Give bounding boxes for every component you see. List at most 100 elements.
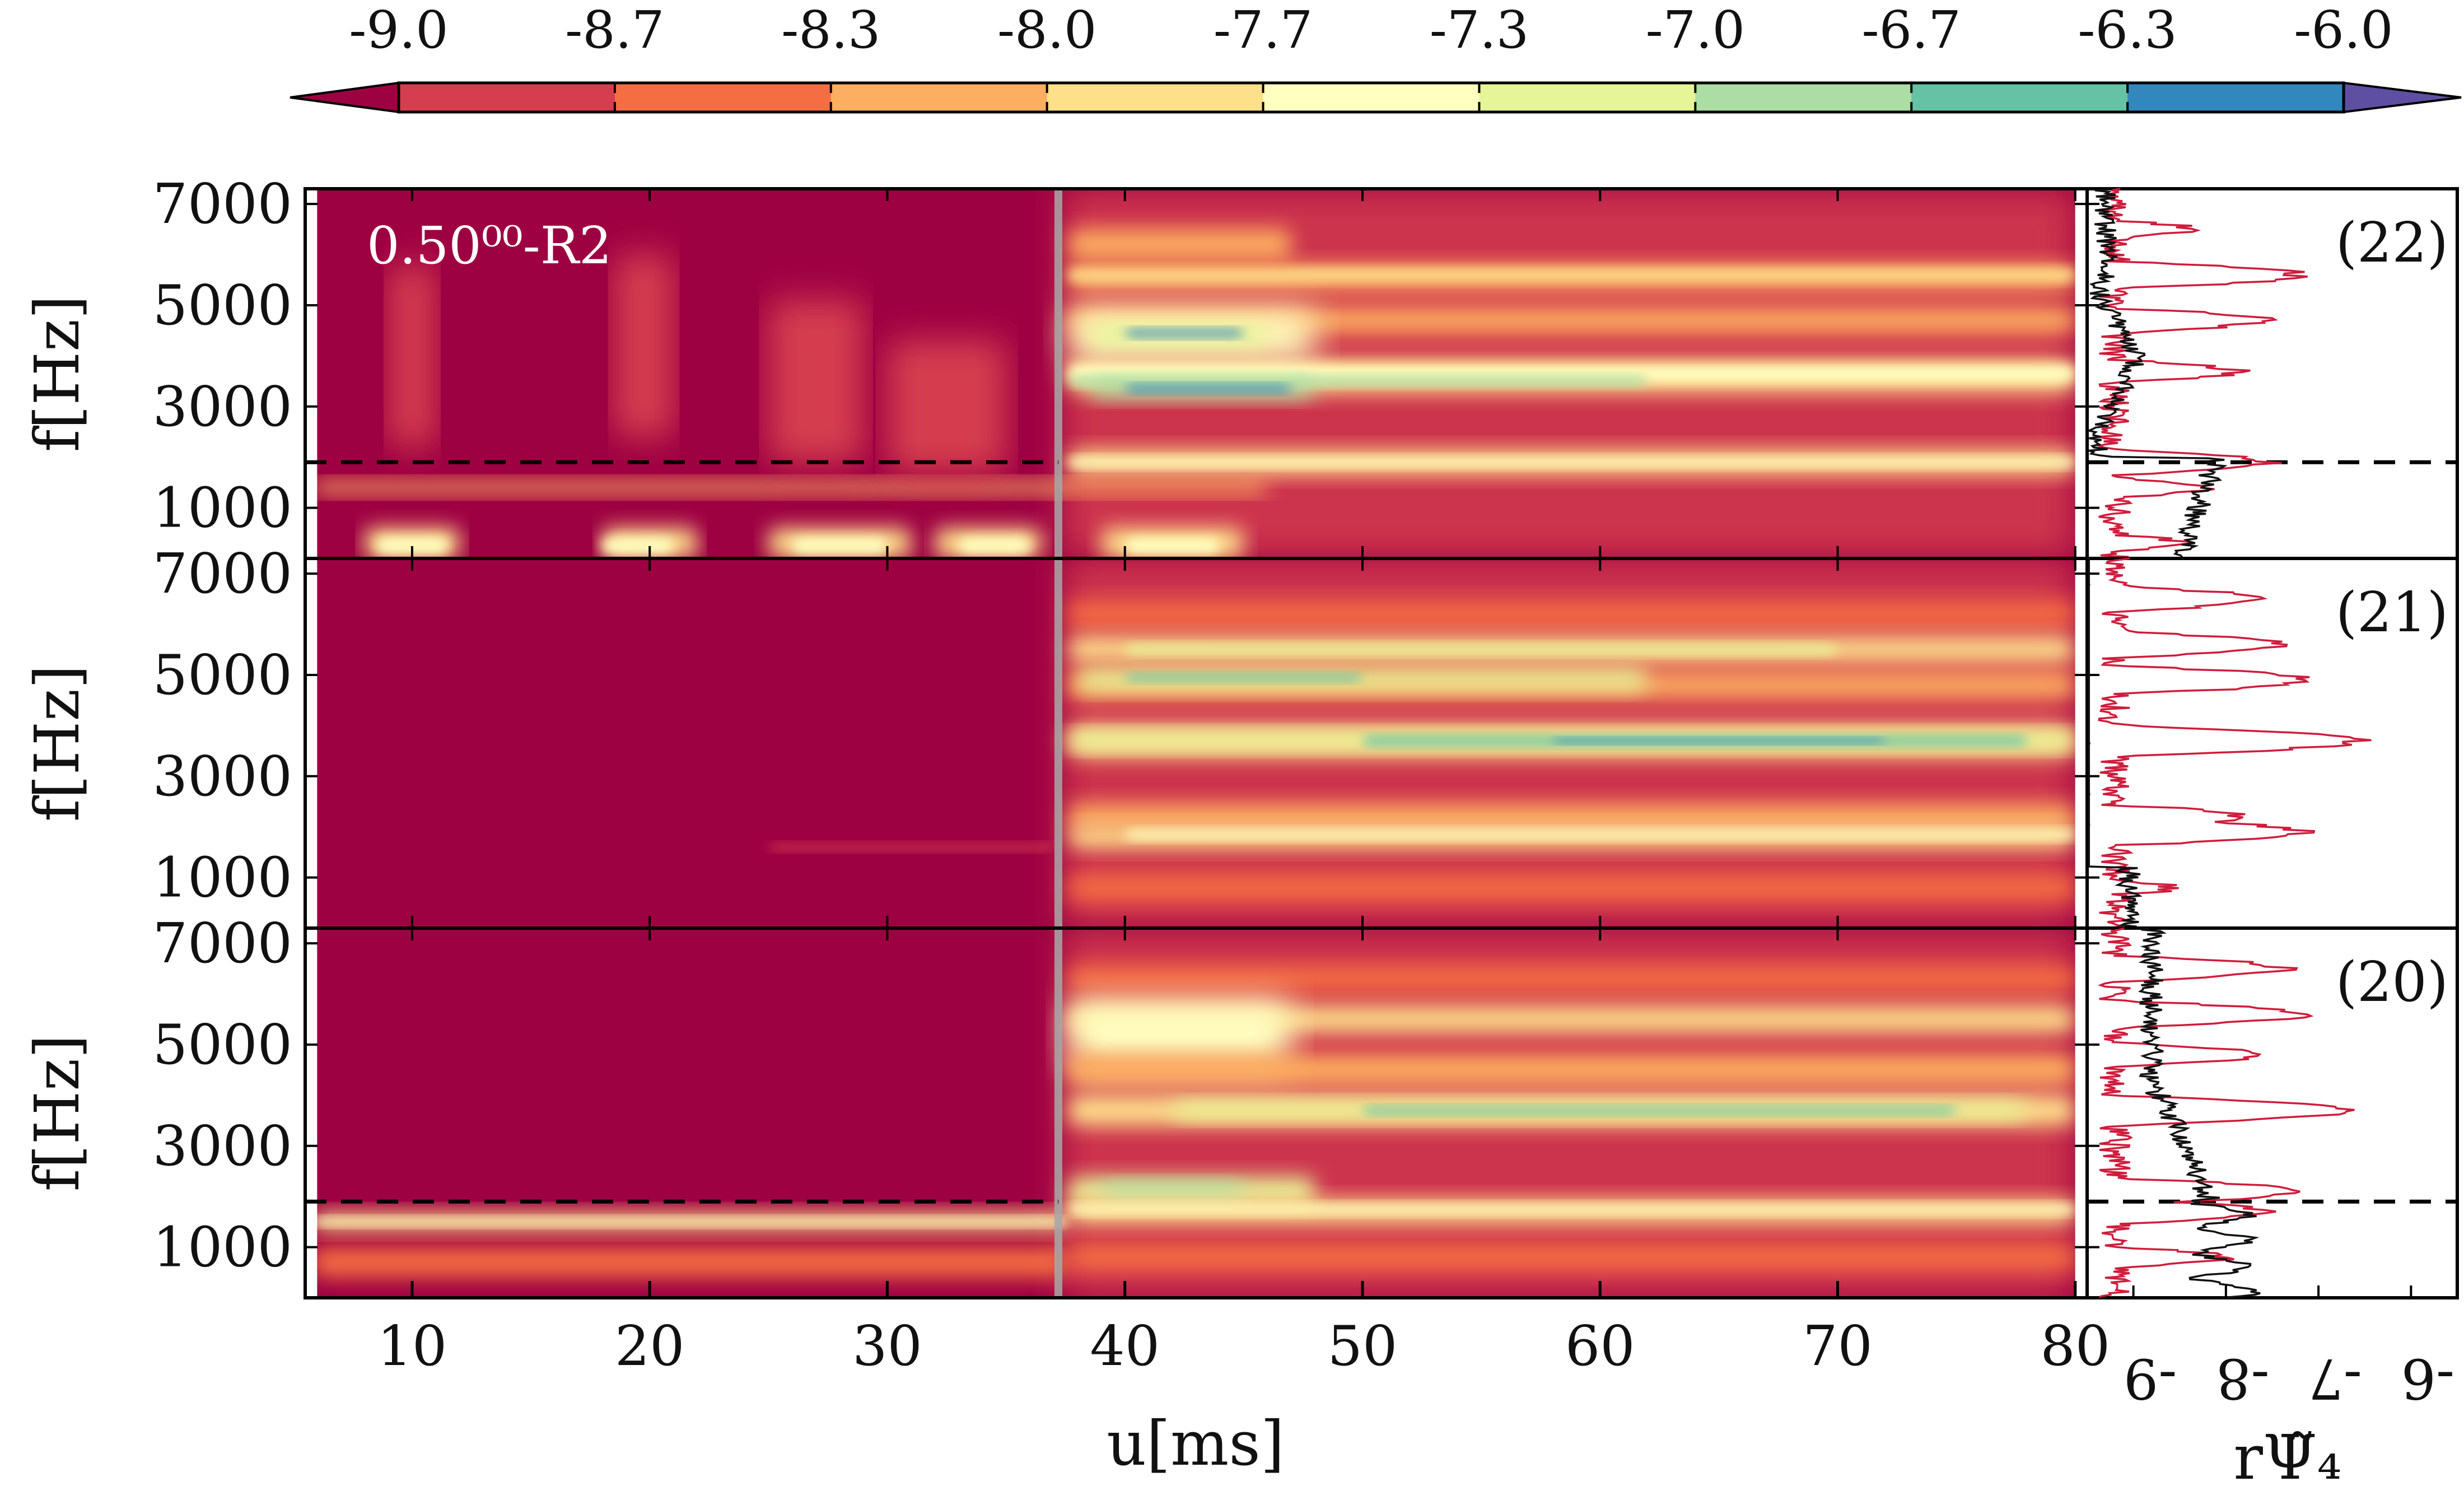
spectral-band: [1067, 874, 2075, 901]
y-tick-label: 3000: [153, 375, 292, 439]
x-tick-label: 20: [615, 1315, 685, 1378]
panel-mode-tag: (22): [2336, 211, 2448, 275]
colorbar-tick-label: -8.7: [565, 0, 664, 60]
spectral-band: [312, 1247, 1068, 1278]
spectral-band: [1552, 738, 1886, 743]
spectrogram-panel: 1000 3000 5000 7000 f[Hz] (20): [21, 912, 2459, 1299]
pre-data-margin: [305, 928, 318, 1296]
colorbar-segment: [1479, 83, 1696, 112]
heatmap: [305, 928, 2087, 1296]
spectral-band: [376, 537, 448, 554]
y-axis-label: f[Hz]: [21, 665, 93, 822]
colorbar-tick-label: -7.7: [1214, 0, 1313, 60]
colorbar-segment: [1911, 83, 2128, 112]
spectral-band: [1101, 1183, 1244, 1200]
spectral-band: [1067, 600, 2075, 627]
colorbar-segment: [399, 83, 615, 112]
spectral-band: [602, 537, 674, 554]
y-tick-label: 5000: [153, 644, 292, 707]
colorbar-tick-label: -6.3: [2078, 0, 2177, 60]
colorbar-extend-low: [290, 81, 400, 114]
spectral-band: [1124, 385, 1291, 393]
spectral-band: [792, 537, 888, 554]
colorbar-tick-label: -6.0: [2294, 0, 2393, 60]
side-x-tick-label: -8: [2216, 1346, 2269, 1410]
black-spectrum-line: [2088, 558, 2143, 929]
colorbar-segment: [1047, 83, 1264, 112]
side-x-tick-label: -6: [2401, 1346, 2454, 1410]
side-x-tick-label: -9: [2124, 1346, 2177, 1410]
spectral-band: [1067, 1244, 2075, 1271]
x-tick-label: 50: [1328, 1315, 1398, 1378]
colorbar-tick-label: -6.7: [1862, 0, 1961, 60]
y-axis-label: f[Hz]: [21, 1035, 93, 1191]
colorbar-tick-label: -9.0: [349, 0, 448, 60]
pre-data-margin: [305, 558, 318, 926]
y-tick-label: 3000: [153, 745, 292, 809]
spectral-band: [768, 844, 1054, 850]
spectral-band: [768, 300, 864, 463]
x-tick-label: 70: [1803, 1315, 1873, 1378]
spectral-band: [1067, 268, 2075, 281]
y-tick-label: 1000: [153, 477, 292, 541]
colorbar-segment: [2127, 83, 2344, 112]
spectral-band: [1124, 674, 1362, 681]
red-spectrum-line: [2096, 188, 2308, 560]
pre-data-margin: [305, 189, 318, 557]
spectral-band: [1067, 1204, 2075, 1214]
axes-text: u[ms] 0.50⁰⁰-R2 rΨ̃₄: [367, 216, 2342, 1493]
side-spectrum: [2097, 927, 2355, 1299]
spectral-band: [1124, 645, 1838, 654]
black-spectrum-line: [2085, 188, 2228, 559]
heatmap: [305, 189, 2087, 557]
post-data-margin: [2075, 928, 2087, 1296]
y-tick-label: 7000: [153, 173, 292, 236]
spectral-band: [388, 264, 436, 448]
spectral-band: [1124, 537, 1220, 554]
colorbar-segment: [614, 83, 832, 112]
x-tick-label: 30: [852, 1315, 922, 1378]
colorbar-tick-labels: -9.0 -8.7 -8.3 -8.0 -7.7 -7.3 -7.0 -6.7 -6.3 -6.0: [349, 0, 2393, 60]
red-spectrum-line: [2098, 557, 2372, 929]
spectral-band: [1067, 1055, 2075, 1086]
y-axis-label: f[Hz]: [21, 295, 93, 452]
colorbar-tick-label: -8.0: [997, 0, 1096, 60]
spectral-band: [958, 537, 1030, 554]
colorbar-segment: [1695, 83, 1912, 112]
y-tick-label: 1000: [153, 846, 292, 910]
y-tick-label: 5000: [153, 274, 292, 338]
y-tick-label: 7000: [153, 542, 292, 606]
colorbar-segment: [1263, 83, 1480, 112]
spectral-band: [1067, 229, 1291, 260]
side-spectrum: [2088, 557, 2372, 929]
red-spectrum-line: [2097, 927, 2355, 1299]
x-tick-label: 60: [1565, 1315, 1635, 1378]
spectral-band: [1124, 329, 1244, 337]
spectrogram-panel: 1000 3000 5000 7000 f[Hz] (21): [21, 542, 2459, 930]
x-tick-label: 80: [2040, 1315, 2110, 1378]
simulation-label: 0.50⁰⁰-R2: [367, 216, 612, 276]
spectral-band: [1067, 458, 2075, 467]
spectral-band: [312, 1218, 1068, 1226]
heatmap: [305, 558, 2087, 926]
spectral-band: [614, 254, 674, 437]
colorbar-extend-high: [2342, 81, 2462, 114]
side-axis-label: rΨ̃₄: [2233, 1422, 2341, 1493]
colorbar-tick-label: -7.3: [1430, 0, 1529, 60]
panel-mode-tag: (20): [2336, 951, 2448, 1014]
post-data-margin: [2075, 189, 2087, 557]
spectral-band: [1067, 308, 2075, 333]
spectral-band: [1124, 830, 2075, 839]
colorbar-tick-label: -7.0: [1646, 0, 1745, 60]
x-axis-label: u[ms]: [1107, 1408, 1284, 1479]
side-x-tick-label: -7: [2308, 1346, 2362, 1410]
colorbar-segment: [830, 83, 1048, 112]
spectrogram-panels: 1000300050007000f[Hz](22)100030005000700…: [21, 173, 2459, 1410]
spectral-band: [312, 481, 1268, 494]
y-tick-label: 5000: [153, 1013, 292, 1077]
post-data-margin: [2075, 558, 2087, 926]
spectral-band: [1067, 803, 2075, 830]
colorbar: -9.0 -8.7 -8.3 -8.0 -7.7 -7.3 -7.0 -6.7 -6.3 -6.0: [290, 0, 2462, 114]
y-tick-label: 1000: [153, 1216, 292, 1280]
